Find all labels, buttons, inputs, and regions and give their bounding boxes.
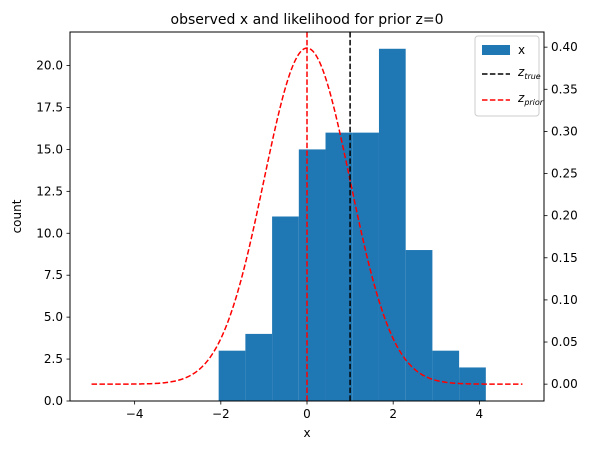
chart-title: observed x and likelihood for prior z=0 xyxy=(171,12,444,28)
legend: x ztrue zprior xyxy=(474,35,544,117)
y-tick-label: 17.5 xyxy=(36,100,63,114)
histogram-bar xyxy=(405,250,433,401)
y-tick-label: 20.0 xyxy=(36,59,63,73)
legend-label: x xyxy=(518,43,525,57)
histogram-bar xyxy=(245,333,273,401)
right-y-axis-ticks: 0.00 0.05 0.10 0.15 0.20 0.25 0.30 0.35 0.40 xyxy=(544,40,578,391)
x-tick-label: 0 xyxy=(303,407,311,421)
histogram-bar xyxy=(298,149,326,401)
y-tick-label: 2.5 xyxy=(44,352,63,366)
y-tick-label: 5.0 xyxy=(44,310,63,324)
histogram-bar xyxy=(378,48,406,401)
x-tick-label: 4 xyxy=(476,407,484,421)
x-tick-label: −2 xyxy=(212,407,230,421)
y-axis-label: count xyxy=(10,199,24,233)
histogram-bar xyxy=(272,216,299,401)
histogram-bar xyxy=(325,132,353,402)
x-tick-label: −4 xyxy=(126,407,144,421)
right-y-tick-label: 0.25 xyxy=(551,167,578,181)
legend-label: zprior xyxy=(517,91,544,107)
y-tick-label: 15.0 xyxy=(36,142,63,156)
y-tick-label: 10.0 xyxy=(36,226,63,240)
y-tick-label: 0.0 xyxy=(44,394,63,408)
y-tick-label: 7.5 xyxy=(44,268,63,282)
x-tick-label: 2 xyxy=(389,407,397,421)
histogram-bars xyxy=(218,48,486,402)
right-y-tick-label: 0.35 xyxy=(551,82,578,96)
right-y-tick-label: 0.30 xyxy=(551,124,578,138)
y-axis-ticks: 0.0 2.5 5.0 7.5 10.0 12.5 15.0 17.5 20.0 xyxy=(36,59,70,408)
legend-label: ztrue xyxy=(517,65,541,81)
histogram-bar xyxy=(432,350,460,401)
y-tick-label: 12.5 xyxy=(36,184,63,198)
x-axis-label: x xyxy=(303,426,310,440)
legend-swatch xyxy=(482,45,510,55)
legend-box xyxy=(474,35,540,117)
right-y-tick-label: 0.15 xyxy=(551,251,578,265)
right-y-tick-label: 0.20 xyxy=(551,209,578,223)
histogram-bar xyxy=(459,367,486,401)
reference-lines xyxy=(306,32,351,401)
right-y-tick-label: 0.40 xyxy=(551,40,578,54)
right-y-tick-label: 0.00 xyxy=(551,377,578,391)
histogram-bar xyxy=(352,132,379,402)
histogram-bar xyxy=(218,350,246,401)
right-y-tick-label: 0.10 xyxy=(551,293,578,307)
right-y-tick-label: 0.05 xyxy=(551,335,578,349)
x-axis-ticks: −4 −2 0 2 4 xyxy=(126,401,483,421)
